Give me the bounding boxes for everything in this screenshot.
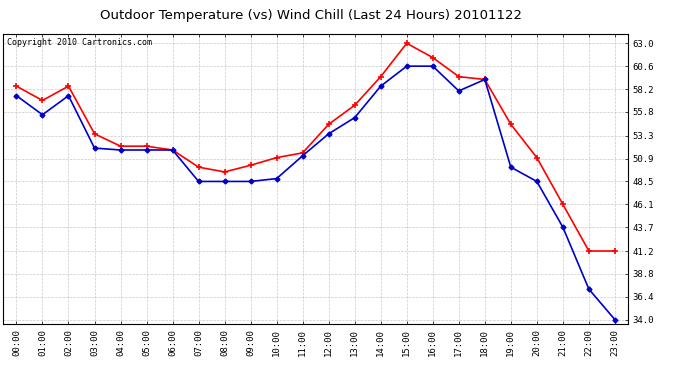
- Text: Outdoor Temperature (vs) Wind Chill (Last 24 Hours) 20101122: Outdoor Temperature (vs) Wind Chill (Las…: [99, 9, 522, 22]
- Text: Copyright 2010 Cartronics.com: Copyright 2010 Cartronics.com: [7, 38, 152, 47]
